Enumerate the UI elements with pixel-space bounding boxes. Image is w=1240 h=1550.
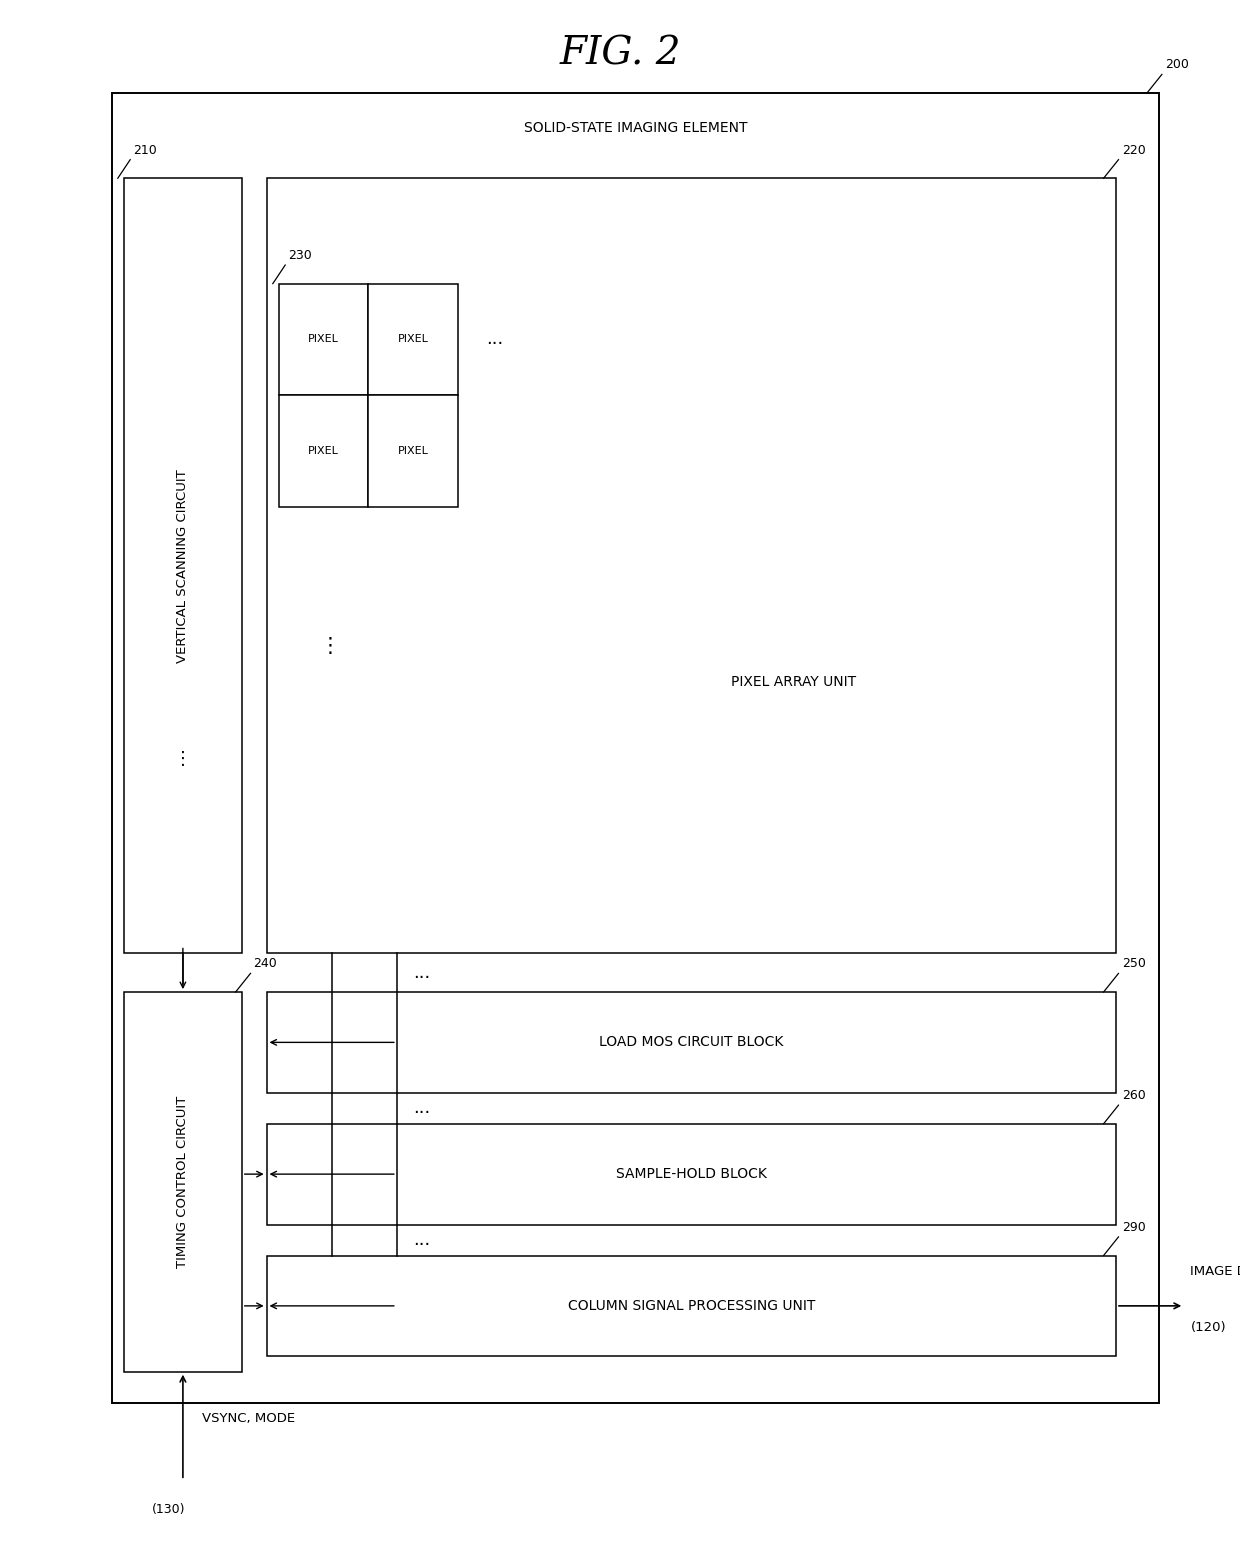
Bar [279, 395, 368, 507]
Text: VERTICAL SCANNING CIRCUIT: VERTICAL SCANNING CIRCUIT [176, 468, 190, 663]
Text: 200: 200 [1166, 59, 1189, 71]
Text: PIXEL: PIXEL [398, 446, 428, 456]
Text: SOLID-STATE IMAGING ELEMENT: SOLID-STATE IMAGING ELEMENT [523, 121, 748, 135]
Text: (120): (120) [1190, 1321, 1226, 1335]
Bar [368, 284, 458, 395]
Text: PIXEL ARRAY UNIT: PIXEL ARRAY UNIT [730, 674, 856, 690]
Text: 260: 260 [1122, 1090, 1146, 1102]
Text: 230: 230 [288, 250, 311, 262]
Text: 250: 250 [1122, 958, 1146, 970]
Text: ⋮: ⋮ [320, 637, 340, 656]
Bar [112, 93, 1159, 1403]
Text: IMAGE DATA: IMAGE DATA [1190, 1265, 1240, 1277]
Text: LOAD MOS CIRCUIT BLOCK: LOAD MOS CIRCUIT BLOCK [599, 1035, 784, 1049]
Text: ...: ... [486, 330, 503, 349]
Text: ...: ... [413, 964, 430, 981]
Text: VSYNC, MODE: VSYNC, MODE [202, 1412, 295, 1424]
Text: FIG. 2: FIG. 2 [559, 36, 681, 73]
Bar [279, 284, 368, 395]
Bar [267, 1256, 1116, 1356]
Bar [124, 992, 242, 1372]
Text: PIXEL: PIXEL [309, 446, 339, 456]
Text: COLUMN SIGNAL PROCESSING UNIT: COLUMN SIGNAL PROCESSING UNIT [568, 1299, 815, 1313]
Bar [124, 178, 242, 953]
Text: 220: 220 [1122, 144, 1146, 157]
Text: ...: ... [413, 1231, 430, 1249]
Text: ...: ... [413, 1099, 430, 1118]
Text: (130): (130) [153, 1504, 186, 1516]
Text: 240: 240 [253, 958, 277, 970]
Text: PIXEL: PIXEL [309, 335, 339, 344]
Text: TIMING CONTROL CIRCUIT: TIMING CONTROL CIRCUIT [176, 1096, 190, 1268]
Bar [267, 1124, 1116, 1224]
Text: PIXEL: PIXEL [398, 335, 428, 344]
Bar [267, 992, 1116, 1093]
Bar [368, 395, 458, 507]
Text: ⋮: ⋮ [174, 750, 192, 769]
Text: 290: 290 [1122, 1221, 1146, 1234]
Text: 210: 210 [133, 144, 156, 157]
Text: SAMPLE-HOLD BLOCK: SAMPLE-HOLD BLOCK [616, 1167, 766, 1181]
Bar [267, 178, 1116, 953]
